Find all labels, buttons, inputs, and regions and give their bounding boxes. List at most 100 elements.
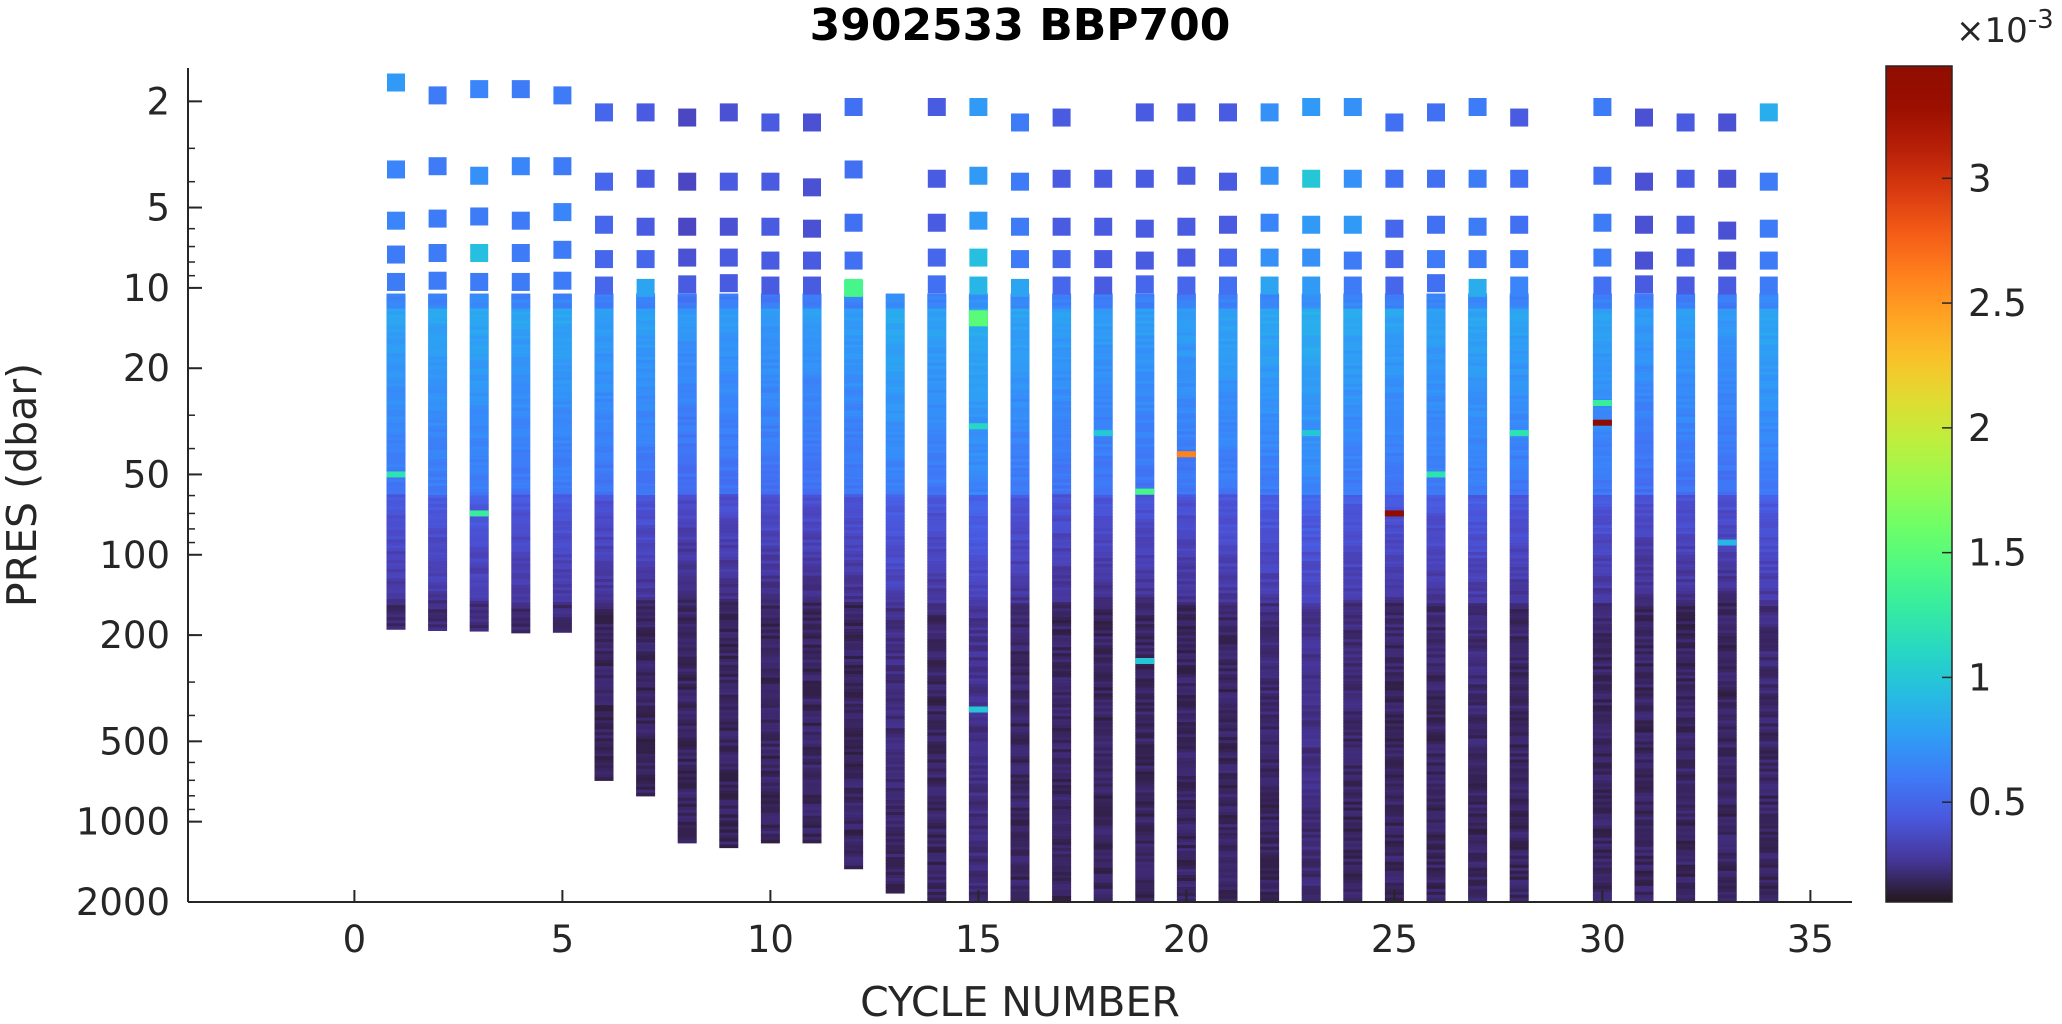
profile-segment [719,437,739,441]
profile-segment [552,293,572,298]
profile-segment [386,362,406,367]
profile-segment [1468,783,1488,788]
profile-segment [1093,440,1113,445]
profile-segment [594,726,614,730]
profile-segment [677,485,697,490]
profile-segment [1135,407,1155,412]
profile-segment [968,458,988,463]
profile-segment [1218,335,1238,340]
profile-segment [1218,563,1238,567]
profile-segment [1010,383,1030,388]
profile-segment [1343,603,1363,607]
profile-segment [1218,503,1238,507]
profile-segment [677,374,697,379]
profile-segment [1509,452,1529,457]
profile-segment [760,800,780,805]
profile-segment [802,728,822,733]
profile-segment [1010,834,1030,839]
profile-segment [802,794,822,799]
profile-segment [677,335,697,340]
profile-segment [469,338,489,343]
profile-segment [1260,771,1280,776]
profile-segment [1176,533,1196,537]
profile-segment [1176,845,1196,849]
profile-segment [1176,761,1196,765]
profile-segment [1218,878,1238,882]
profile-segment [677,812,697,817]
profile-segment [1384,669,1404,673]
profile-segment [511,473,531,478]
profile-segment [1135,675,1155,679]
profile-segment [1093,311,1113,316]
profile-segment [968,299,988,304]
profile-segment [1301,771,1321,776]
profile-segment [1093,585,1113,589]
profile-segment [1093,870,1113,875]
profile-segment [844,515,864,519]
profile-segment [844,838,864,843]
profile-segment [1509,482,1529,487]
profile-segment [1010,356,1030,361]
profile-segment [927,864,947,869]
profile-segment [760,665,780,670]
profile-segment [1010,609,1030,613]
profile-segment [1384,762,1404,767]
profile-segment [1426,428,1446,433]
profile-segment [802,611,822,616]
profile-segment [1010,323,1030,328]
profile-segment [677,302,697,307]
profile-segment [1260,750,1280,755]
profile-segment [677,317,697,322]
profile-segment [1093,516,1113,520]
profile-segment [760,362,780,367]
profile-segment [677,365,697,370]
profile-segment [552,410,572,415]
profile-segment [1135,338,1155,343]
profile-segment [469,335,489,340]
profile-segment [552,371,572,376]
profile-segment [885,326,905,331]
profile-segment [885,614,905,618]
profile-segment [1093,425,1113,430]
profile-segment [428,365,448,370]
profile-segment [1343,464,1363,469]
profile-segment [1301,618,1321,622]
profile-segment [719,518,739,522]
profile-segment [1301,540,1321,544]
profile-segment [968,594,988,598]
profile-segment [1093,467,1113,472]
profile-segment [1343,392,1363,397]
profile-segment [1176,743,1196,747]
profile-segment [1343,473,1363,478]
profile-segment [1468,636,1488,640]
profile-segment [677,380,697,385]
profile-segment [677,782,697,787]
profile-segment [927,879,947,884]
profile-segment [1093,639,1113,643]
profile-segment [1176,470,1196,474]
profile-segment [1010,876,1030,881]
profile-segment [1176,776,1196,780]
profile-segment [802,545,822,550]
profile-segment [927,410,947,415]
profile-segment [1384,434,1404,439]
profile-segment [1260,452,1280,457]
profile-segment [719,386,739,390]
profile-segment [760,791,780,796]
profile-segment [1010,882,1030,887]
profile-segment [1093,861,1113,866]
profile-segment [1218,653,1238,657]
profile-segment [677,578,697,583]
profile-segment [1052,698,1072,702]
profile-segment [1218,749,1238,753]
profile-segment [1468,792,1488,797]
profile-segment [1426,594,1446,598]
profile-segment [1509,485,1529,490]
profile-segment [1218,524,1238,528]
profile-segment [1052,788,1072,792]
profile-segment [719,530,739,534]
profile-segment [428,431,448,436]
profile-segment [927,503,947,508]
profile-segment [1260,873,1280,878]
profile-segment [760,701,780,706]
